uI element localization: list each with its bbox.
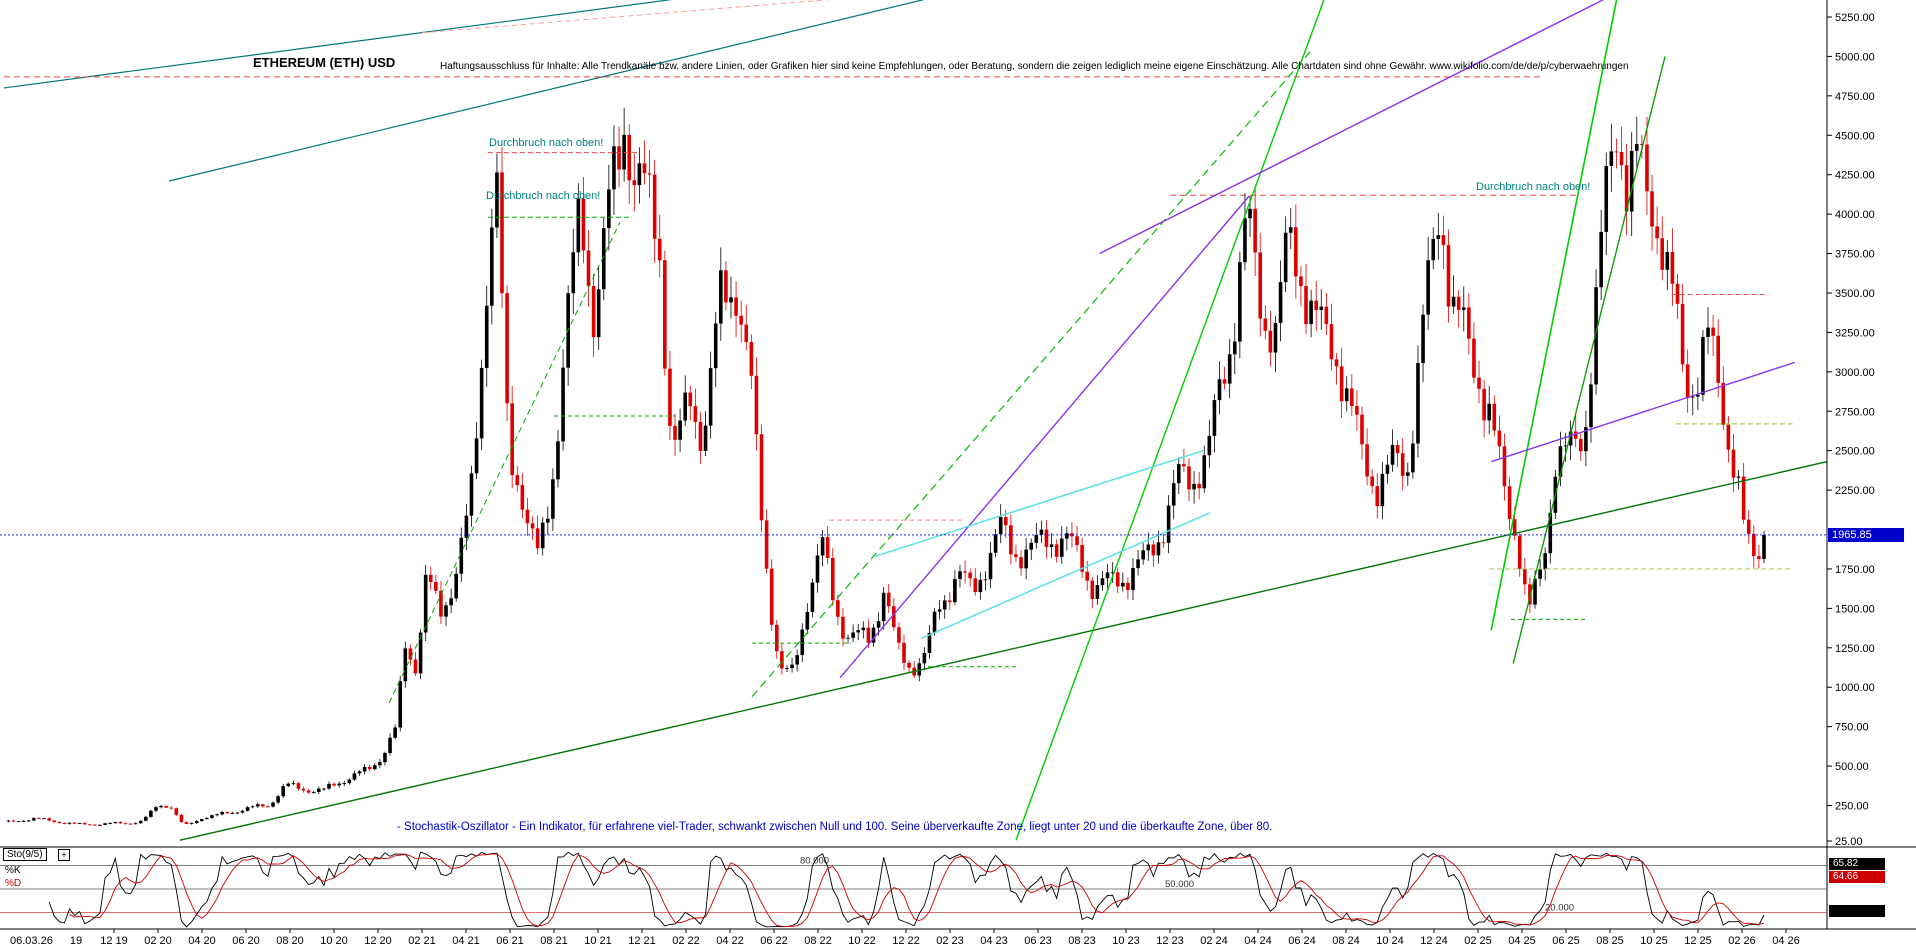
price-axis-label: 3000.00 (1835, 367, 1875, 379)
percent-d-value-tag: 64.66 (1829, 871, 1885, 883)
price-axis-label: 1500.00 (1835, 603, 1875, 615)
percent-k-label: %K (5, 865, 21, 876)
time-axis-label: 06 23 (1024, 935, 1052, 947)
time-axis-label: 04 23 (980, 935, 1008, 947)
stochastic-panel: 80.000 50.000 20.000 (0, 851, 1827, 928)
stochastic-indicator-label[interactable]: Sto(9/5) (3, 848, 47, 861)
sto-k-line (48, 851, 1765, 928)
time-axis-label: 04 26 (1772, 935, 1800, 947)
time-axis-label: 04 25 (1508, 935, 1536, 947)
percent-k-value-tag: 65.82 (1829, 858, 1885, 870)
time-axis-label: 02 22 (672, 935, 700, 947)
price-axis-label: 1000.00 (1835, 682, 1875, 694)
price-axis-label: 4750.00 (1835, 91, 1875, 103)
time-axis-label: 12 24 (1420, 935, 1448, 947)
price-axis-label: 4000.00 (1835, 209, 1875, 221)
price-axis-label: 500.00 (1835, 761, 1869, 773)
time-axis-label: 12 21 (628, 935, 656, 947)
price-axis-label: 1250.00 (1835, 643, 1875, 655)
current-price-tag: 1965.85 (1828, 527, 1904, 542)
time-axis-label: 04 22 (716, 935, 744, 947)
breakout-annotation: Durchbruch nach oben! (489, 137, 604, 149)
price-axis-label: 2250.00 (1835, 485, 1875, 497)
time-axis-label: 02 26 (1728, 935, 1756, 947)
time-axis-label: 08 24 (1332, 935, 1360, 947)
price-axis-label: 3500.00 (1835, 288, 1875, 300)
time-axis-label: 04 24 (1244, 935, 1272, 947)
time-axis-label: 10 24 (1376, 935, 1404, 947)
time-axis-label: 10 25 (1640, 935, 1668, 947)
price-axis-label: 5250.00 (1835, 12, 1875, 24)
time-axis-label: 02 23 (936, 935, 964, 947)
price-axis-label: 4500.00 (1835, 130, 1875, 142)
time-axis-label: 12 23 (1156, 935, 1184, 947)
breakout-annotation: Durchbruch nach oben! (1476, 181, 1591, 193)
time-axis-label: 06 24 (1288, 935, 1316, 947)
time-axis-label: 08 22 (804, 935, 832, 947)
time-axis-label: 02 21 (408, 935, 436, 947)
breakout-annotation: Durchbruch nach oben! (486, 190, 601, 202)
time-axis-label: 12 25 (1684, 935, 1712, 947)
time-axis-label: 08 23 (1068, 935, 1096, 947)
price-axis-label: 3750.00 (1835, 249, 1875, 261)
time-axis-label: 10 20 (320, 935, 348, 947)
price-axis-label: 3250.00 (1835, 327, 1875, 339)
time-axis-label: 10 21 (584, 935, 612, 947)
price-axis-label: 250.00 (1835, 801, 1869, 813)
price-axis: 5250.00 5000.00 4750.00 4500.00 4250.00 4000.… (1827, 12, 1875, 848)
time-axis-label: 19 (70, 935, 82, 947)
panel-corner-box (1829, 905, 1885, 917)
time-axis-label: 04 21 (452, 935, 480, 947)
time-axis-label: 08 25 (1596, 935, 1624, 947)
percent-d-label: %D (5, 878, 22, 889)
time-axis-label: 12 19 (100, 935, 128, 947)
time-axis: 06.03.26 19 12 19 02 20 04 20 06 20 08 20 10 20… (10, 929, 1800, 947)
sto-d-line (69, 853, 1765, 928)
price-axis-label: 4250.00 (1835, 170, 1875, 182)
chart-title: ETHEREUM (ETH) USD (253, 55, 396, 70)
time-axis-label: 10 23 (1112, 935, 1140, 947)
time-axis-label: 02 20 (144, 935, 172, 947)
expand-plus-icon[interactable]: + (58, 849, 70, 861)
time-axis-label: 02 25 (1464, 935, 1492, 947)
price-axis-label: 1750.00 (1835, 564, 1875, 576)
time-axis-label: 06.03.26 (10, 935, 53, 947)
price-axis-label: 5000.00 (1835, 51, 1875, 63)
time-axis-label: 08 20 (276, 935, 304, 947)
time-axis-label: 02 24 (1200, 935, 1228, 947)
time-axis-label: 06 20 (232, 935, 260, 947)
disclaimer-text: Haftungsausschluss für Inhalte: Alle Tre… (440, 61, 1629, 72)
time-axis-label: 12 22 (892, 935, 920, 947)
time-axis-label: 06 22 (760, 935, 788, 947)
time-axis-label: 06 21 (496, 935, 524, 947)
candlestick-layer (6, 107, 1766, 826)
price-axis-label: 2500.00 (1835, 446, 1875, 458)
time-axis-label: 08 21 (540, 935, 568, 947)
sto-guide-label: 80.000 (800, 856, 829, 867)
price-axis-label: 750.00 (1835, 722, 1869, 734)
price-axis-label: 2750.00 (1835, 406, 1875, 418)
sto-guide-label: 20.000 (1545, 902, 1574, 913)
time-axis-label: 06 25 (1552, 935, 1580, 947)
trendline-layer (0, 0, 1827, 841)
time-axis-label: 12 20 (364, 935, 392, 947)
time-axis-label: 10 22 (848, 935, 876, 947)
price-axis-label: 25.00 (1835, 836, 1863, 848)
time-axis-label: 04 20 (188, 935, 216, 947)
stochastic-description: - Stochastik-Oszillator - Ein Indikator,… (397, 821, 1273, 833)
sto-guide-label: 50.000 (1165, 879, 1194, 890)
